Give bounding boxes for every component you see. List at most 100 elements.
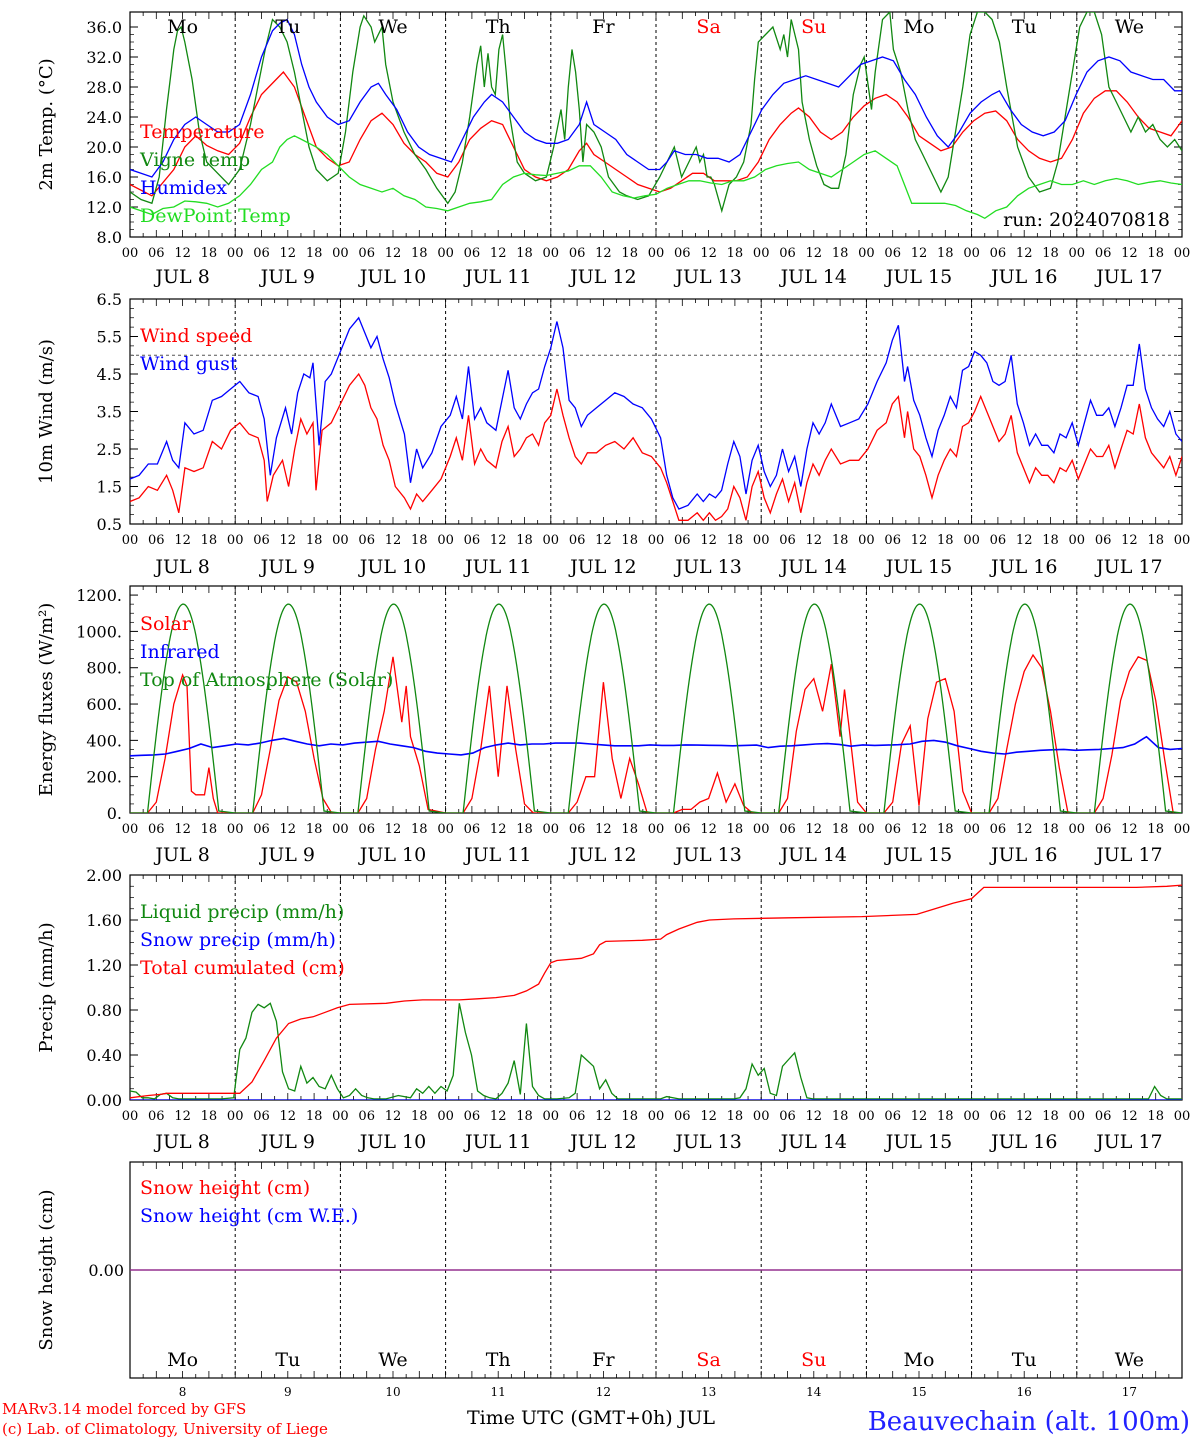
- hour-tick-label: 06: [674, 246, 691, 261]
- day-abbr-top: We: [1115, 16, 1144, 38]
- hour-tick-label: 12: [911, 533, 928, 548]
- date-label: JUL 17: [1094, 844, 1162, 866]
- date-label: JUL 13: [673, 1131, 741, 1153]
- hour-tick-label: 06: [1095, 822, 1112, 837]
- date-label: JUL 8: [153, 266, 209, 288]
- hour-tick-label: 18: [621, 533, 638, 548]
- day-number: 17: [1122, 1385, 1137, 1399]
- hour-tick-label: 00: [963, 246, 980, 261]
- day-abbr-top: Sa: [696, 16, 720, 38]
- hour-tick-label: 12: [490, 1109, 507, 1124]
- day-number: 15: [911, 1385, 926, 1399]
- hour-tick-label: 06: [884, 533, 901, 548]
- hour-tick-label: 18: [621, 246, 638, 261]
- hour-tick-label: 18: [411, 533, 428, 548]
- hour-tick-label: 06: [674, 1109, 691, 1124]
- date-label: JUL 10: [358, 844, 426, 866]
- date-label: JUL 10: [358, 556, 426, 578]
- y-tick-label: 200.: [86, 768, 122, 787]
- hour-tick-label: 06: [884, 246, 901, 261]
- hour-tick-label: 12: [1016, 822, 1033, 837]
- hour-tick-label: 12: [280, 246, 297, 261]
- day-number: 8: [179, 1385, 187, 1399]
- hour-tick-label: 00: [1174, 246, 1191, 261]
- hour-tick-label: 00: [437, 533, 454, 548]
- series-infrared-line: [130, 735, 1182, 757]
- day-number: 14: [806, 1385, 822, 1399]
- hour-tick-label: 18: [937, 533, 954, 548]
- hour-tick-label: 00: [858, 1109, 875, 1124]
- date-label: JUL 15: [884, 844, 952, 866]
- date-label: JUL 10: [358, 1131, 426, 1153]
- date-label: JUL 14: [779, 266, 847, 288]
- hour-tick-label: 06: [358, 822, 375, 837]
- hour-tick-label: 06: [779, 246, 796, 261]
- hour-tick-label: 00: [963, 533, 980, 548]
- hour-tick-label: 00: [753, 1109, 770, 1124]
- hour-tick-label: 00: [1174, 533, 1191, 548]
- date-label: JUL 13: [673, 844, 741, 866]
- hour-tick-label: 06: [253, 1109, 270, 1124]
- hour-tick-label: 12: [490, 246, 507, 261]
- hour-tick-label: 06: [990, 533, 1007, 548]
- hour-tick-label: 06: [674, 822, 691, 837]
- legend-top-of-atmosphere-solar-: Top of Atmosphere (Solar): [140, 669, 393, 691]
- hour-tick-label: 06: [148, 822, 165, 837]
- series-solar-line: [130, 653, 1174, 813]
- hour-tick-label: 12: [700, 533, 717, 548]
- hour-tick-label: 06: [569, 822, 586, 837]
- day-abbr-bottom: Su: [801, 1349, 826, 1371]
- hour-tick-label: 06: [358, 533, 375, 548]
- hour-tick-label: 06: [358, 1109, 375, 1124]
- date-label: JUL 13: [673, 556, 741, 578]
- hour-tick-label: 18: [1147, 1109, 1164, 1124]
- hour-tick-label: 00: [227, 1109, 244, 1124]
- date-label: JUL 12: [568, 1131, 636, 1153]
- y-tick-label: 1.5: [97, 478, 122, 497]
- hour-tick-label: 00: [1069, 1109, 1086, 1124]
- legend-wind-speed: Wind speed: [140, 325, 252, 347]
- hour-tick-label: 18: [516, 1109, 533, 1124]
- y-axis-label: 10m Wind (m/s): [36, 339, 57, 484]
- legend-total-cumulated-cm-: Total cumulated (cm): [140, 957, 345, 979]
- hour-tick-label: 00: [227, 822, 244, 837]
- hour-tick-label: 00: [543, 1109, 560, 1124]
- hour-tick-label: 06: [464, 1109, 481, 1124]
- hour-tick-label: 18: [306, 822, 323, 837]
- hour-tick-label: 18: [832, 1109, 849, 1124]
- hour-tick-label: 00: [753, 246, 770, 261]
- date-label: JUL 11: [463, 556, 531, 578]
- date-label: JUL 14: [779, 1131, 847, 1153]
- day-abbr-bottom: Sa: [696, 1349, 720, 1371]
- y-tick-label: 2.5: [97, 440, 122, 459]
- hour-tick-label: 06: [464, 246, 481, 261]
- series-total-cumulated-cm--line: [130, 884, 1182, 1099]
- hour-tick-label: 12: [174, 1109, 191, 1124]
- hour-tick-label: 12: [1121, 822, 1138, 837]
- hour-tick-label: 06: [1095, 1109, 1112, 1124]
- date-label: JUL 12: [568, 266, 636, 288]
- hour-tick-label: 18: [727, 822, 744, 837]
- run-label: run: 2024070818: [1003, 209, 1170, 231]
- hour-tick-label: 06: [148, 533, 165, 548]
- hour-tick-label: 06: [253, 533, 270, 548]
- y-tick-label: 12.0: [86, 198, 122, 217]
- legend-snow-height-cm-w-e-: Snow height (cm W.E.): [140, 1205, 358, 1227]
- hour-tick-label: 12: [595, 822, 612, 837]
- hour-tick-label: 18: [1147, 246, 1164, 261]
- legend-snow-height-cm-: Snow height (cm): [140, 1177, 310, 1199]
- date-label: JUL 14: [779, 556, 847, 578]
- hour-tick-label: 00: [227, 533, 244, 548]
- hour-tick-label: 12: [385, 822, 402, 837]
- date-label: JUL 17: [1094, 1131, 1162, 1153]
- y-tick-label: 0.00: [86, 1091, 122, 1110]
- hour-tick-label: 00: [332, 246, 349, 261]
- hour-tick-label: 00: [122, 246, 139, 261]
- y-tick-label: 400.: [86, 731, 122, 750]
- date-label: JUL 12: [568, 844, 636, 866]
- day-abbr-top: We: [378, 16, 407, 38]
- hour-tick-label: 00: [122, 1109, 139, 1124]
- hour-tick-label: 12: [280, 533, 297, 548]
- y-tick-label: 20.0: [86, 138, 122, 157]
